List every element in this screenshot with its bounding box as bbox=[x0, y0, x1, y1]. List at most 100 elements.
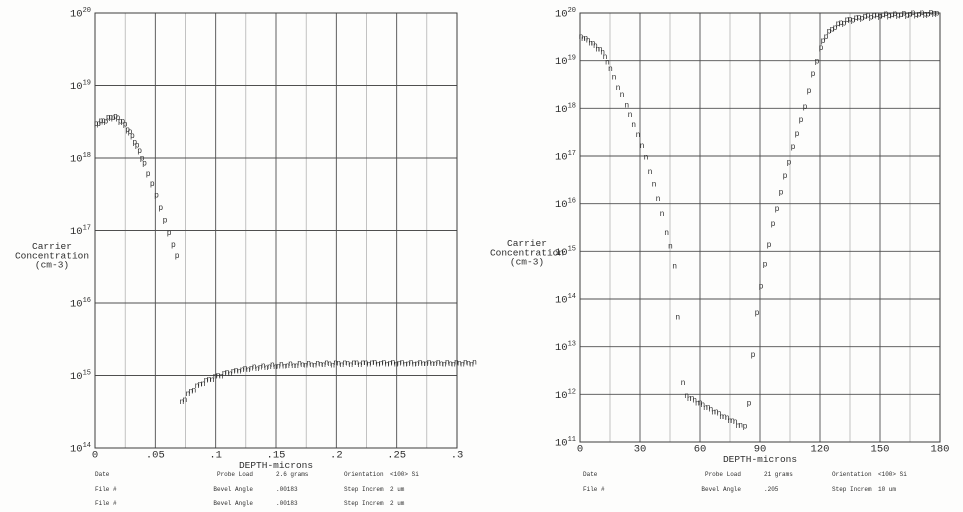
svg-text:n: n bbox=[333, 359, 338, 368]
svg-text:n: n bbox=[595, 45, 600, 54]
svg-text:n: n bbox=[321, 361, 326, 370]
svg-text:n: n bbox=[583, 34, 588, 43]
svg-text:n: n bbox=[722, 413, 727, 422]
svg-text:n: n bbox=[672, 263, 677, 272]
svg-text:n: n bbox=[219, 372, 224, 381]
svg-text:1019: 1019 bbox=[555, 55, 576, 69]
svg-text:n: n bbox=[660, 210, 665, 219]
svg-text:Carrier: Carrier bbox=[32, 241, 72, 252]
svg-text:n: n bbox=[225, 369, 230, 378]
svg-text:p: p bbox=[914, 11, 919, 20]
svg-text:n: n bbox=[185, 390, 190, 399]
svg-text:n: n bbox=[249, 365, 254, 374]
svg-text:n: n bbox=[188, 388, 193, 397]
svg-text:1014: 1014 bbox=[555, 293, 576, 307]
y-axis-tick-labels: 1020 1019 1018 1017 1016 1015 1014 bbox=[70, 7, 91, 456]
svg-text:n: n bbox=[354, 359, 359, 368]
svg-text:p: p bbox=[787, 159, 792, 168]
svg-text:n: n bbox=[624, 101, 629, 110]
svg-text:n: n bbox=[620, 91, 625, 100]
svg-text:p: p bbox=[747, 400, 752, 409]
svg-text:n: n bbox=[258, 364, 263, 373]
step-increm-label: Step Increm bbox=[344, 500, 384, 508]
svg-text:1016: 1016 bbox=[555, 198, 576, 212]
svg-text:n: n bbox=[179, 398, 184, 407]
svg-text:1020: 1020 bbox=[70, 7, 91, 21]
svg-text:.3: .3 bbox=[451, 450, 464, 462]
svg-text:n: n bbox=[237, 368, 242, 377]
svg-text:p: p bbox=[125, 126, 130, 135]
svg-text:60: 60 bbox=[694, 444, 707, 456]
svg-text:n: n bbox=[681, 379, 686, 388]
svg-text:1018: 1018 bbox=[555, 102, 576, 116]
svg-text:n: n bbox=[719, 413, 724, 422]
svg-text:n: n bbox=[279, 361, 284, 370]
svg-text:n: n bbox=[727, 417, 732, 426]
svg-text:1019: 1019 bbox=[70, 80, 91, 94]
svg-text:n: n bbox=[668, 243, 673, 252]
svg-text:p: p bbox=[869, 13, 874, 22]
svg-text:n: n bbox=[421, 360, 426, 369]
probe-load-label: Probe Load bbox=[216, 471, 253, 478]
svg-text:.2: .2 bbox=[330, 450, 343, 462]
svg-text:p: p bbox=[120, 118, 125, 127]
svg-text:n: n bbox=[216, 372, 221, 381]
svg-text:n: n bbox=[469, 361, 474, 370]
svg-text:p: p bbox=[899, 11, 904, 20]
svg-text:n: n bbox=[234, 367, 239, 376]
svg-text:0: 0 bbox=[577, 444, 583, 456]
svg-text:p: p bbox=[123, 121, 128, 130]
svg-text:p: p bbox=[135, 142, 140, 151]
x-axis-title: DEPTH-microns bbox=[723, 454, 797, 465]
svg-text:n: n bbox=[664, 229, 669, 238]
svg-text:n: n bbox=[448, 360, 453, 369]
svg-text:n: n bbox=[608, 65, 613, 74]
svg-text:n: n bbox=[433, 360, 438, 369]
svg-text:n: n bbox=[243, 365, 248, 374]
svg-text:p: p bbox=[142, 160, 147, 169]
svg-text:n: n bbox=[336, 360, 341, 369]
svg-text:p: p bbox=[759, 283, 764, 292]
svg-text:p: p bbox=[935, 10, 940, 19]
svg-text:p: p bbox=[111, 114, 116, 123]
svg-text:n: n bbox=[725, 414, 730, 423]
svg-text:n: n bbox=[288, 360, 293, 369]
step-increm-value: 2 um bbox=[390, 485, 405, 493]
svg-text:p: p bbox=[932, 9, 937, 18]
date-label: Date bbox=[95, 471, 110, 478]
svg-text:n: n bbox=[397, 360, 402, 369]
svg-text:n: n bbox=[714, 408, 719, 417]
svg-text:n: n bbox=[345, 359, 350, 368]
svg-text:n: n bbox=[351, 359, 356, 368]
probe-load-label: Probe Load bbox=[704, 471, 741, 478]
svg-text:Concentration: Concentration bbox=[490, 247, 564, 258]
svg-text:p: p bbox=[755, 309, 760, 318]
svg-text:1013: 1013 bbox=[555, 341, 576, 355]
svg-text:p: p bbox=[106, 114, 111, 123]
svg-text:.25: .25 bbox=[387, 450, 406, 462]
svg-text:p: p bbox=[113, 112, 118, 121]
svg-text:p: p bbox=[917, 10, 922, 19]
svg-text:n: n bbox=[600, 49, 605, 58]
step-increm-label: Step Increm bbox=[344, 485, 384, 493]
svg-text:n: n bbox=[348, 361, 353, 370]
svg-text:n: n bbox=[711, 408, 716, 417]
svg-text:n: n bbox=[460, 361, 465, 370]
svg-text:n: n bbox=[339, 361, 344, 370]
svg-text:p: p bbox=[827, 27, 832, 36]
svg-text:p: p bbox=[175, 252, 180, 261]
x-axis-title: DEPTH-microns bbox=[239, 460, 313, 468]
table-row: Date Probe Load 2.6 grams Orientation <1… bbox=[95, 471, 440, 486]
svg-text:p: p bbox=[872, 12, 877, 21]
svg-text:p: p bbox=[842, 19, 847, 28]
svg-text:n: n bbox=[706, 404, 711, 413]
svg-text:n: n bbox=[442, 360, 447, 369]
svg-text:n: n bbox=[424, 360, 429, 369]
svg-text:p: p bbox=[108, 113, 113, 122]
svg-text:p: p bbox=[819, 44, 824, 53]
svg-text:n: n bbox=[369, 359, 374, 368]
svg-text:1017: 1017 bbox=[70, 225, 91, 239]
svg-text:Concentration: Concentration bbox=[15, 250, 89, 261]
